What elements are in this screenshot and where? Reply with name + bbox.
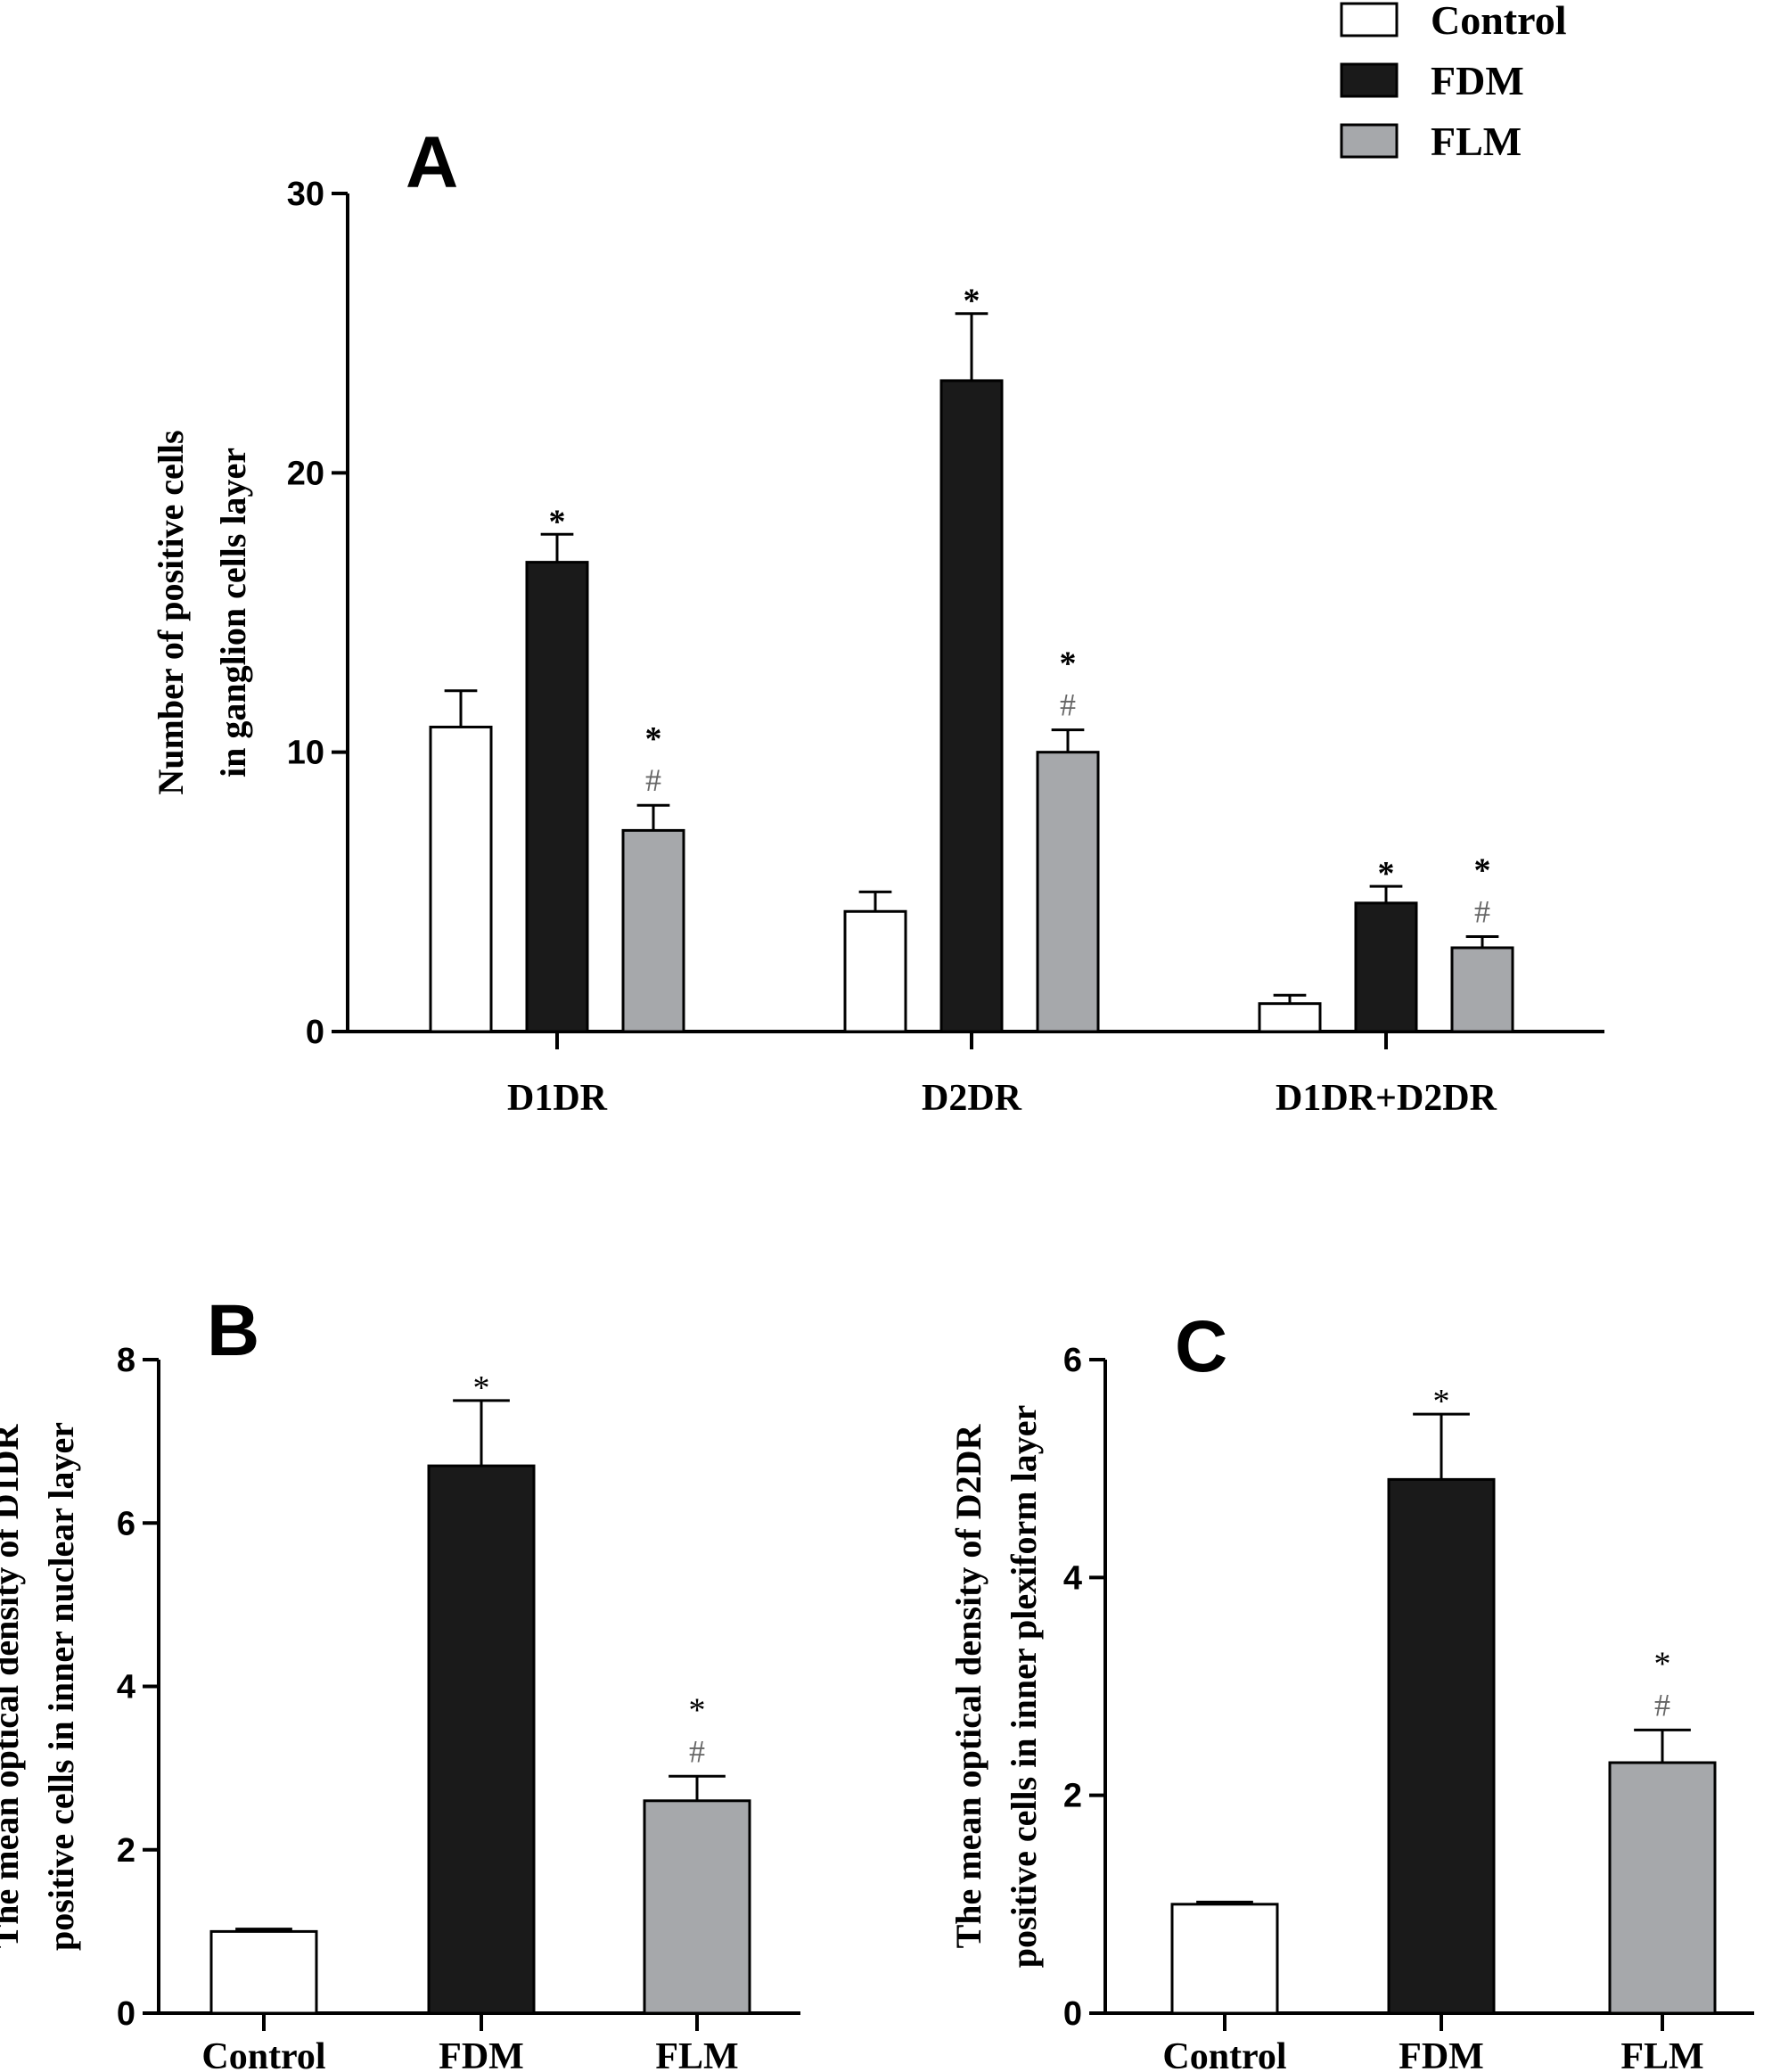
panel-a-bar-flm-d2dr-sig-hash: #: [1060, 687, 1076, 723]
panel-b-y-tick-label-8: 8: [117, 1342, 135, 1379]
panel-c-letter: C: [1175, 1306, 1227, 1387]
panel-c-y-axis-title: The mean optical density of D2DR positive…: [948, 1405, 1044, 1968]
panel-a-y-tick-label-30: 30: [287, 176, 324, 213]
panel-a-letter: A: [406, 122, 458, 203]
panel-b-bar-flm-sig-hash: #: [689, 1733, 705, 1769]
panel-c-x-label-fdm: FDM: [1399, 2036, 1484, 2072]
panel-a-bar-fdm-d1dr: [525, 561, 589, 1033]
legend-label-flm: FLM: [1431, 119, 1522, 164]
panel-b-chart: 0 2 4 6 8 B The mean optical density of D1DR po…: [0, 1290, 800, 2072]
panel-b-y-tick-label-0: 0: [117, 1995, 135, 2033]
panel-b-x-label-flm: FLM: [655, 2036, 738, 2072]
panel-c-y-tick-label-2: 2: [1063, 1778, 1082, 1815]
panel-a-bar-flm-d1dr-d2dr: [1450, 946, 1514, 1033]
panel-c-bar-flm-sig-hash: #: [1654, 1687, 1670, 1723]
panel-b-bar-flm-sig-star: *: [689, 1691, 706, 1729]
panel-a-bar-flm-d1dr-sig-hash: #: [645, 762, 661, 798]
panel-b-letter: B: [207, 1290, 259, 1371]
panel-c-chart: 0 2 4 6 C The mean optical density of D2DR pos…: [948, 1306, 1754, 2072]
legend-label-control: Control: [1431, 0, 1567, 43]
panel-a-bar-fdm-d1dr-d2dr: [1354, 901, 1418, 1033]
panel-b-y-axis-title: The mean optical density of D1DR positive…: [0, 1422, 81, 1951]
panel-c-bar-control: [1170, 1903, 1279, 2015]
panel-a-x-label-d2dr: D2DR: [922, 1078, 1022, 1119]
panel-c-bar-fdm-sig-star: *: [1433, 1383, 1450, 1420]
panel-a-x-label-d1dr: D1DR: [507, 1078, 608, 1119]
panel-a-bar-fdm-d2dr-sig-star: *: [964, 283, 980, 320]
panel-c-x-label-control: Control: [1162, 2036, 1286, 2072]
panel-a-bar-fdm-d2dr: [939, 379, 1004, 1033]
panel-a-bar-flm-d1dr-sig-star: *: [645, 720, 662, 758]
legend-label-fdm: FDM: [1431, 58, 1524, 103]
panel-b-bar-fdm-sig-star: *: [473, 1369, 490, 1407]
panel-a-bar-flm-d1dr: [621, 828, 685, 1033]
panel-a-x-label-d1dr-d2dr: D1DR+D2DR: [1276, 1078, 1497, 1119]
panel-c-bar-flm: [1608, 1761, 1717, 2015]
panel-b-bar-control: [209, 1929, 318, 2015]
panel-a-bar-fdm-d1dr-d2dr-sig-star: *: [1378, 855, 1395, 892]
panel-b-x-label-fdm: FDM: [439, 2036, 524, 2072]
panel-a-bar-fdm-d1dr-sig-star: *: [549, 503, 566, 540]
panel-a-chart: 0 10 20 30 A Number of positive cells in gangl…: [151, 122, 1604, 1119]
panel-c-bar-flm-sig-star: *: [1654, 1645, 1671, 1682]
panel-b-y-tick-label-4: 4: [117, 1669, 135, 1706]
panel-a-y-tick-label-10: 10: [287, 735, 324, 772]
panel-a-bar-control-d1dr: [429, 725, 493, 1033]
panel-a-y-tick-label-0: 0: [306, 1014, 324, 1051]
panel-a-bar-flm-d2dr: [1036, 751, 1100, 1033]
panel-a-y-tick-label-20: 20: [287, 455, 324, 492]
panel-b-y-tick-label-6: 6: [117, 1505, 135, 1542]
panel-a-bar-flm-d2dr-sig-star: *: [1060, 645, 1077, 683]
panel-a-bar-control-d2dr: [843, 909, 907, 1033]
panel-c-bar-fdm: [1387, 1477, 1496, 2015]
panel-a-bar-flm-d1dr-d2dr-sig-star: *: [1474, 851, 1491, 889]
panel-a-bar-flm-d1dr-d2dr-sig-hash: #: [1474, 893, 1490, 929]
panel-c-y-tick-label-0: 0: [1063, 1995, 1082, 2033]
panel-b-bar-fdm: [427, 1464, 536, 2015]
panel-a-bar-control-d1dr-d2dr: [1258, 1002, 1322, 1033]
legend-swatch-flm: [1340, 123, 1399, 159]
legend-swatch-fdm: [1340, 62, 1399, 98]
panel-c-x-label-flm: FLM: [1620, 2036, 1703, 2072]
panel-b-bar-flm: [643, 1799, 751, 2015]
panel-b-x-label-control: Control: [201, 2036, 325, 2072]
panel-a-y-axis-title: Number of positive cells in ganglion cell…: [151, 430, 253, 794]
panel-c-y-tick-label-4: 4: [1063, 1559, 1082, 1597]
panel-c-y-tick-label-6: 6: [1063, 1342, 1082, 1379]
legend: Control FDM FLM: [1340, 0, 1567, 164]
panel-b-y-tick-label-2: 2: [117, 1832, 135, 1870]
legend-swatch-control: [1340, 2, 1399, 37]
